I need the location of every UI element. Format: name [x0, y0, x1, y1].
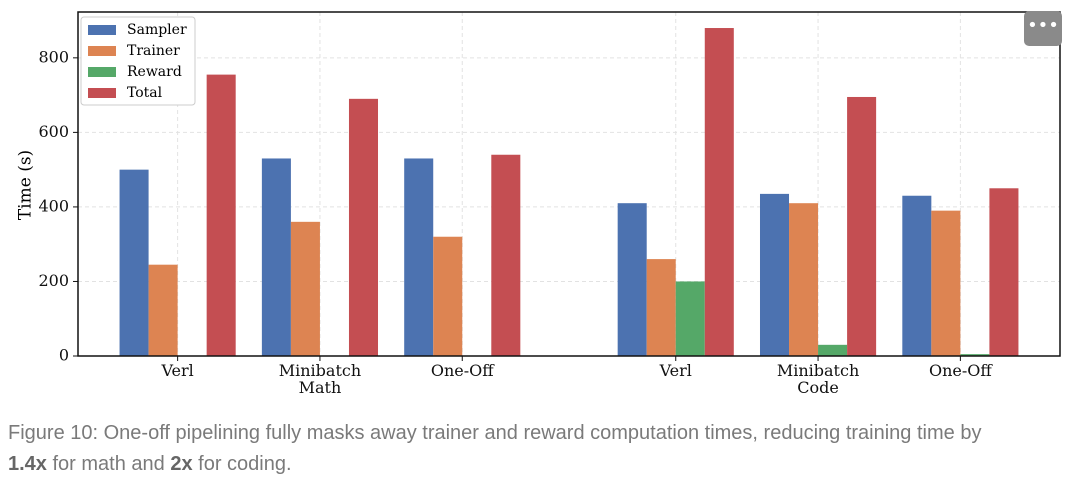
x-tick-label-box: Minibatch Code: [776, 362, 860, 397]
x-tick-label: Minibatch Math: [278, 362, 362, 397]
bar: [404, 158, 434, 356]
legend: Sampler Trainer Reward Total: [80, 16, 196, 106]
plot-frame: [77, 11, 1061, 357]
caption: Figure 10: One-off pipelining fully mask…: [8, 418, 1068, 480]
y-tick-label: 400: [38, 196, 69, 215]
caption-text: for coding.: [192, 453, 292, 475]
more-button[interactable]: •••: [1024, 11, 1062, 46]
y-tick-label: 800: [38, 47, 69, 66]
y-tick-label: 600: [38, 122, 69, 141]
bar: [290, 221, 320, 356]
caption-bold: 2x: [170, 453, 193, 475]
bar: [646, 259, 676, 356]
y-tick-label: 0: [59, 346, 69, 365]
bar: [789, 203, 819, 356]
bar: [206, 74, 236, 356]
x-tick-label-box: One-Off: [430, 362, 494, 380]
x-tick-label: One-Off: [430, 362, 494, 380]
bar: [675, 281, 705, 356]
legend-swatch: [88, 46, 116, 56]
x-tick-label-box: Verl: [161, 362, 194, 380]
bar: [847, 96, 877, 356]
legend-label: Sampler: [127, 22, 187, 38]
x-tick-label-box: Minibatch Math: [278, 362, 362, 397]
legend-swatch: [88, 25, 116, 35]
bar: [617, 203, 647, 356]
bar: [348, 98, 379, 357]
legend-label: Trainer: [127, 43, 180, 59]
y-axis-label: Time (s): [16, 150, 36, 220]
x-tick-label: Verl: [659, 362, 692, 380]
bar: [433, 236, 463, 356]
x-tick-label: One-Off: [928, 362, 992, 380]
caption-bold: 1.4x: [8, 453, 47, 475]
bar: [759, 193, 790, 356]
bar: [818, 344, 848, 356]
x-tick-label-box: One-Off: [928, 362, 992, 380]
x-tick-label: Verl: [161, 362, 194, 380]
legend-box: [80, 16, 196, 106]
bar: [148, 264, 178, 356]
chart: Time (s) 0 200 400 600 800 Verl Minibatch Math…: [16, 11, 1061, 397]
y-tick-label: 200: [38, 271, 69, 290]
bar: [989, 188, 1019, 356]
bar: [960, 354, 990, 356]
bar: [261, 158, 291, 356]
x-tick-label: Minibatch Code: [776, 362, 860, 397]
legend-swatch: [88, 88, 116, 98]
bar: [902, 195, 932, 356]
bar: [119, 169, 149, 356]
x-tick-label-box: Verl: [659, 362, 692, 380]
bar: [931, 210, 961, 356]
caption-text: for math and: [46, 453, 171, 475]
legend-label: Total: [127, 85, 163, 101]
caption-text: Figure 10: One-off pipelining fully mask…: [8, 422, 982, 444]
legend-label: Reward: [127, 64, 182, 80]
legend-swatch: [88, 67, 116, 77]
bar: [704, 28, 734, 357]
bar: [491, 154, 521, 356]
